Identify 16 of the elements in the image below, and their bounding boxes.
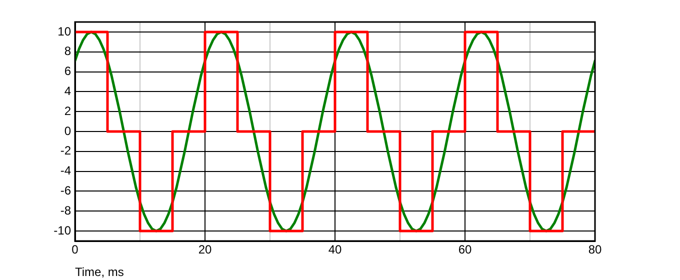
y-tick-label: 0: [64, 124, 72, 138]
y-tick-label: -4: [60, 164, 72, 178]
x-tick-label: 40: [328, 242, 342, 257]
y-tick-label: 8: [64, 44, 72, 58]
y-tick-label: -8: [60, 203, 72, 218]
y-tick-label: 6: [64, 64, 72, 78]
x-axis-title: Time, ms: [75, 265, 124, 280]
y-tick-label: -10: [54, 223, 72, 238]
x-tick-label: 80: [588, 242, 602, 257]
y-tick-label: -2: [60, 144, 72, 158]
y-tick-label: 10: [58, 24, 72, 38]
y-tick-label: 2: [64, 104, 72, 118]
x-tick-label: 60: [458, 242, 472, 257]
y-tick-label: -6: [60, 184, 72, 198]
y-tick-label: 4: [64, 84, 72, 98]
x-tick-label: 20: [198, 242, 212, 257]
